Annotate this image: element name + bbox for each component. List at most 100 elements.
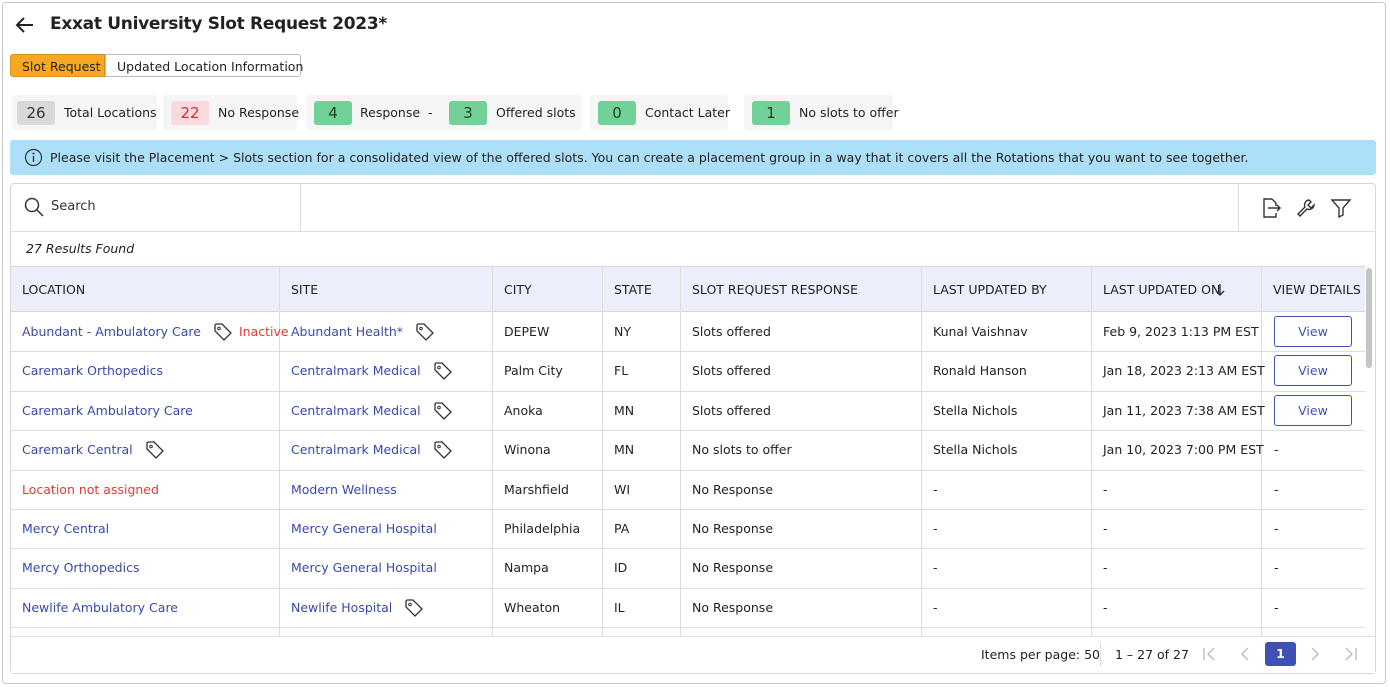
cell: - [1103,560,1108,575]
location-link[interactable]: Caremark Central [22,442,133,457]
cell: - [1274,521,1279,536]
stat-count: 3 [449,101,487,125]
site-link[interactable]: Modern Wellness [291,482,397,497]
column-header[interactable]: LOCATION [22,282,85,297]
cell: Philadelphia [504,521,580,536]
cell: Nampa [504,560,549,575]
divider [10,231,1376,232]
cell: - [1274,560,1279,575]
search-input[interactable]: Search [51,199,96,214]
cell: MN [614,442,634,457]
view-button[interactable]: View [1274,316,1352,347]
tag-icon[interactable] [404,598,424,618]
column-divider [602,266,603,636]
column-header[interactable]: CITY [504,282,532,297]
row-divider [11,351,1365,352]
location-link[interactable]: Abundant - Ambulatory Care [22,324,201,339]
column-divider [1091,266,1092,636]
sort-icon[interactable] [1214,283,1226,297]
column-header[interactable]: LAST UPDATED ON [1103,282,1220,297]
cell: MN [614,403,634,418]
cell: ID [614,560,627,575]
stat-count: 22 [171,101,209,125]
cell: Jan 18, 2023 2:13 AM EST [1103,363,1265,378]
column-header[interactable]: VIEW DETAILS [1273,282,1361,297]
location-link[interactable]: Caremark Ambulatory Care [22,403,193,418]
cell: Winona [504,442,551,457]
tag-icon[interactable] [213,322,233,342]
back-button[interactable] [14,14,36,36]
cell: Marshfield [504,482,569,497]
cell: Stella Nichols [933,403,1017,418]
divider [300,184,301,231]
cell: Anoka [504,403,543,418]
page-title: Exxat University Slot Request 2023* [50,14,387,34]
cell: - [1274,600,1279,615]
stat-separator: - [428,105,433,120]
status-label: Inactive [239,324,289,339]
column-header[interactable]: LAST UPDATED BY [933,282,1047,297]
tag-icon[interactable] [433,440,453,460]
view-button[interactable]: View [1274,355,1352,386]
location-link[interactable]: Mercy Orthopedics [22,560,139,575]
column-divider [492,266,493,636]
divider [1238,184,1239,231]
cell: No Response [692,600,773,615]
stat-label: No slots to offer [799,105,899,120]
stat-label: Total Locations [64,105,157,120]
cell: - [1103,482,1108,497]
settings-icon[interactable] [1295,197,1317,219]
cell: - [933,521,938,536]
info-icon [24,148,43,167]
stat-count: 1 [752,101,790,125]
cell: Kunal Vaishnav [933,324,1028,339]
tab-active[interactable]: Slot Request [10,54,105,77]
cell: Stella Nichols [933,442,1017,457]
search-icon[interactable] [24,197,44,217]
column-divider [279,266,280,636]
cell: No Response [692,482,773,497]
cell: Jan 11, 2023 7:38 AM EST [1103,403,1265,418]
site-link[interactable]: Newlife Hospital [291,600,392,615]
tag-icon[interactable] [415,322,435,342]
divider [1100,642,1101,666]
stat-count: 0 [598,101,636,125]
site-link[interactable]: Mercy General Hospital [291,560,437,575]
page-range: 1 – 27 of 27 [1115,647,1189,662]
cell: Feb 9, 2023 1:13 PM EST [1103,324,1259,339]
site-link[interactable]: Centralmark Medical [291,363,421,378]
cell: DEPEW [504,324,549,339]
column-header[interactable]: SITE [291,282,318,297]
export-icon[interactable] [1260,197,1282,219]
location-link[interactable]: Newlife Ambulatory Care [22,600,178,615]
row-divider [11,548,1365,549]
column-header[interactable]: STATE [614,282,652,297]
stat-label: Contact Later [645,105,730,120]
cell: IL [614,600,625,615]
cell: - [1103,600,1108,615]
tag-icon[interactable] [433,361,453,381]
cell: - [1274,442,1279,457]
items-per-page[interactable]: Items per page: 50 [981,647,1100,662]
site-link[interactable]: Mercy General Hospital [291,521,437,536]
view-button[interactable]: View [1274,395,1352,426]
filter-icon[interactable] [1330,197,1352,219]
cell: - [933,600,938,615]
tab[interactable]: Updated Location Information [105,54,301,77]
column-header[interactable]: SLOT REQUEST RESPONSE [692,282,858,297]
location-link[interactable]: Caremark Orthopedics [22,363,163,378]
location-link[interactable]: Mercy Central [22,521,109,536]
tag-icon[interactable] [433,401,453,421]
site-link[interactable]: Centralmark Medical [291,442,421,457]
cell: Slots offered [692,403,771,418]
scrollbar [1366,268,1372,368]
page-current[interactable]: 1 [1265,642,1296,666]
cell: No Response [692,560,773,575]
tag-icon[interactable] [145,440,165,460]
site-link[interactable]: Centralmark Medical [291,403,421,418]
location-link[interactable]: Location not assigned [22,482,159,497]
site-link[interactable]: Abundant Health* [291,324,403,339]
cell: Ronald Hanson [933,363,1027,378]
cell: No Response [692,521,773,536]
cell: - [933,560,938,575]
